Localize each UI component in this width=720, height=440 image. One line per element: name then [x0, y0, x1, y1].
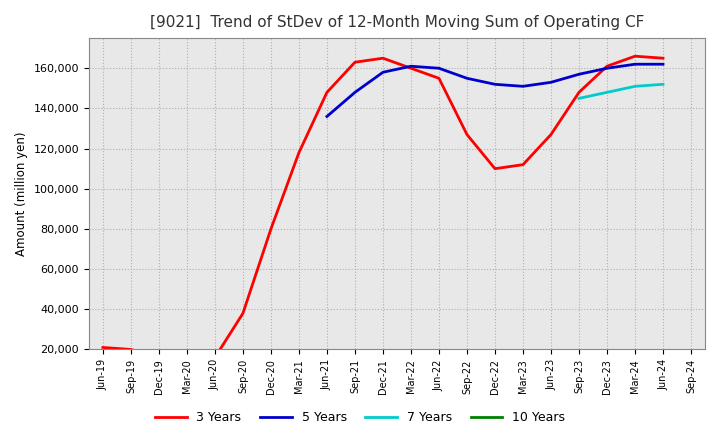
Line: 5 Years: 5 Years — [327, 64, 663, 117]
5 Years — [546, 80, 555, 85]
3 Years — [99, 345, 107, 350]
3 Years — [407, 66, 415, 71]
3 Years — [127, 347, 135, 352]
7 Years — [603, 90, 611, 95]
3 Years — [266, 226, 275, 231]
3 Years — [546, 132, 555, 137]
5 Years — [463, 76, 472, 81]
5 Years — [407, 64, 415, 69]
5 Years — [490, 82, 499, 87]
5 Years — [351, 90, 359, 95]
3 Years — [211, 355, 220, 360]
5 Years — [435, 66, 444, 71]
3 Years — [155, 355, 163, 360]
3 Years — [659, 55, 667, 61]
3 Years — [294, 150, 303, 155]
3 Years — [463, 132, 472, 137]
3 Years — [603, 64, 611, 69]
Line: 3 Years: 3 Years — [103, 56, 663, 363]
5 Years — [659, 62, 667, 67]
3 Years — [238, 311, 247, 316]
3 Years — [379, 55, 387, 61]
3 Years — [490, 166, 499, 171]
3 Years — [575, 90, 583, 95]
5 Years — [323, 114, 331, 119]
7 Years — [659, 82, 667, 87]
5 Years — [631, 62, 639, 67]
3 Years — [435, 76, 444, 81]
5 Years — [603, 66, 611, 71]
Y-axis label: Amount (million yen): Amount (million yen) — [15, 132, 28, 256]
5 Years — [518, 84, 527, 89]
Title: [9021]  Trend of StDev of 12-Month Moving Sum of Operating CF: [9021] Trend of StDev of 12-Month Moving… — [150, 15, 644, 30]
7 Years — [575, 96, 583, 101]
3 Years — [323, 90, 331, 95]
7 Years — [631, 84, 639, 89]
3 Years — [631, 54, 639, 59]
3 Years — [183, 360, 192, 365]
Line: 7 Years: 7 Years — [579, 84, 663, 99]
5 Years — [379, 70, 387, 75]
Legend: 3 Years, 5 Years, 7 Years, 10 Years: 3 Years, 5 Years, 7 Years, 10 Years — [150, 407, 570, 429]
3 Years — [351, 59, 359, 65]
3 Years — [518, 162, 527, 167]
5 Years — [575, 72, 583, 77]
